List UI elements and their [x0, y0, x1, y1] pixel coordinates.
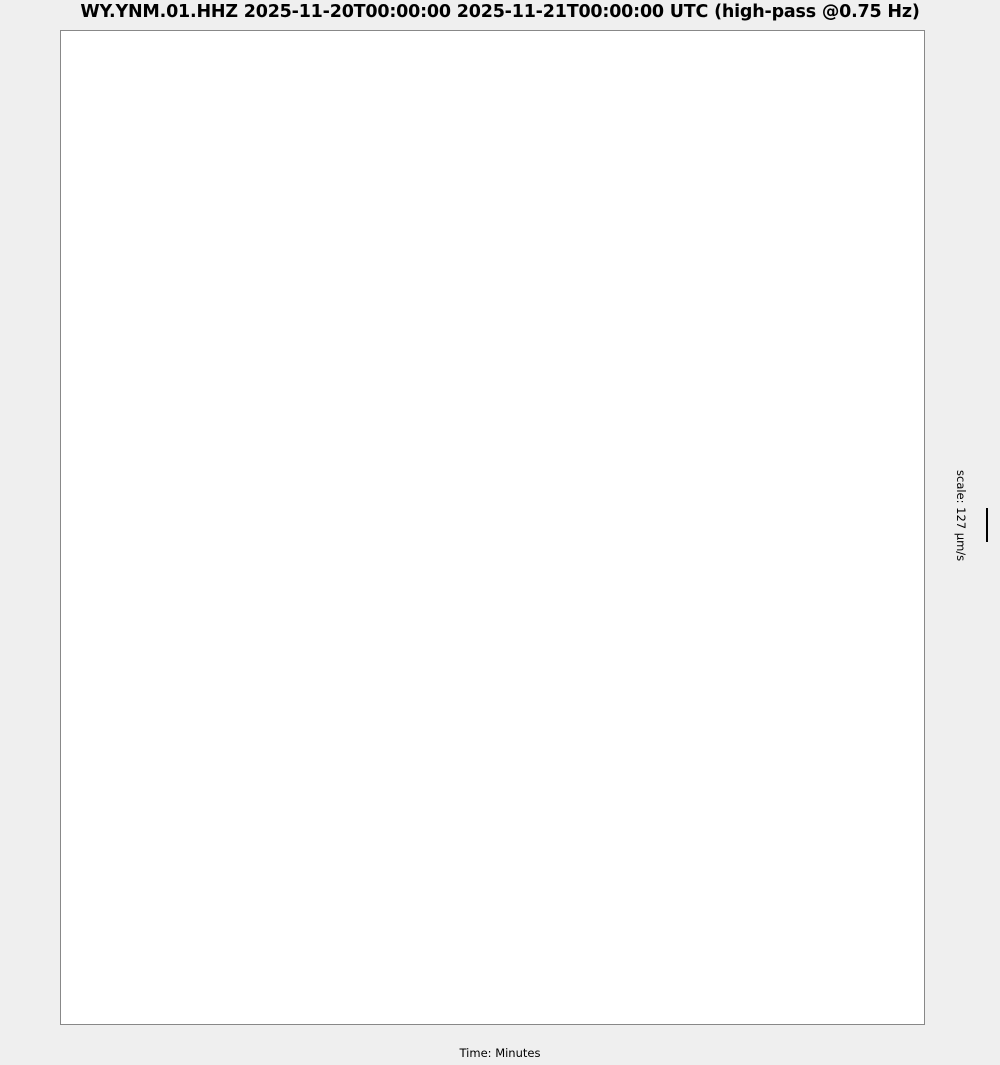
trace-layer — [61, 31, 924, 1024]
y-axis-left — [0, 30, 58, 1025]
page-title: WY.YNM.01.HHZ 2025-11-20T00:00:00 2025-1… — [80, 2, 920, 22]
scale-bar — [986, 508, 988, 542]
scale-indicator: scale: 127 µm/s — [952, 470, 1000, 600]
scale-label: scale: 127 µm/s — [954, 470, 968, 562]
helicorder-plot — [60, 30, 925, 1025]
x-axis-title: Time: Minutes — [459, 1046, 541, 1060]
